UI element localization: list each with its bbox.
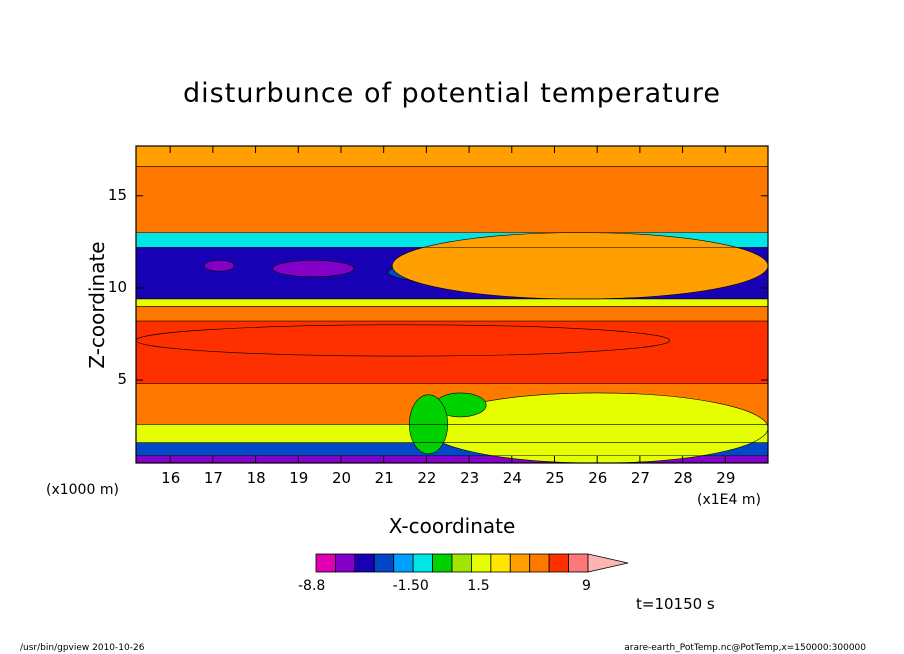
y-tick-label: 10 xyxy=(107,277,127,296)
footer-right: arare-earth_PotTemp.nc@PotTemp,x=150000:… xyxy=(624,643,866,653)
feature-purple-cell-2 xyxy=(204,259,235,272)
band-9 xyxy=(136,166,768,233)
plot-frame xyxy=(135,145,769,464)
x-tick-label: 26 xyxy=(588,469,608,487)
colorbar-swatch-5 xyxy=(412,553,433,573)
band-10 xyxy=(136,146,768,167)
x-tick-label: 29 xyxy=(716,469,736,487)
band-0 xyxy=(136,455,768,463)
x-tick-label: 19 xyxy=(289,469,309,487)
colorbar-swatch-11 xyxy=(529,553,550,573)
colorbar-swatch-0 xyxy=(315,553,336,573)
footer-left: /usr/bin/gpview 2010-10-26 xyxy=(20,643,145,653)
x-tick-label: 17 xyxy=(203,469,223,487)
x-tick-label: 18 xyxy=(246,469,266,487)
band-5 xyxy=(136,306,768,322)
colorbar-label: 9 xyxy=(582,578,591,594)
colorbar-swatch-13 xyxy=(568,553,589,573)
colorbar-end-triangle xyxy=(587,553,629,573)
colorbar-swatch-4 xyxy=(393,553,414,573)
x-axis-label: X-coordinate xyxy=(388,514,516,538)
colorbar-swatch-8 xyxy=(471,553,492,573)
x-tick-label: 16 xyxy=(161,469,181,487)
feature-red-core-0 xyxy=(136,324,671,357)
colorbar-swatch-6 xyxy=(432,553,453,573)
plot-area xyxy=(136,146,768,463)
x-unit-label: (x1000 m) xyxy=(46,482,119,498)
x-tick-label: 23 xyxy=(460,469,480,487)
colorbar-label: -1.50 xyxy=(392,578,429,594)
colorbar-label: -8.8 xyxy=(298,578,326,594)
colorbar-swatch-12 xyxy=(548,553,569,573)
band-6 xyxy=(136,298,768,307)
y-tick-label: 15 xyxy=(107,185,127,204)
axes xyxy=(136,146,768,463)
x-tick-label: 28 xyxy=(673,469,693,487)
feature-yellow-plume-6 xyxy=(391,232,768,300)
feature-purple-cell-1 xyxy=(272,259,355,278)
colorbar xyxy=(315,553,629,573)
colorbar-swatch-10 xyxy=(509,553,531,573)
y-tick-label: 5 xyxy=(117,370,127,389)
colorbar-swatch-3 xyxy=(373,553,395,573)
chart-title: disturbunce of potential temperature xyxy=(183,78,721,109)
colorbar-label: 1.5 xyxy=(467,578,490,594)
colorbar-swatch-2 xyxy=(354,553,375,573)
x-tick-label: 27 xyxy=(630,469,650,487)
colorbar-swatch-7 xyxy=(451,553,472,573)
colorbar-swatch-1 xyxy=(335,553,356,573)
x-tick-label: 21 xyxy=(374,469,394,487)
x-tick-label: 24 xyxy=(502,469,522,487)
x-tick-label: 20 xyxy=(331,469,352,487)
x-scale-label: (x1E4 m) xyxy=(697,492,761,508)
colorbar-swatch-9 xyxy=(490,553,511,573)
time-annotation: t=10150 s xyxy=(636,595,715,613)
x-tick-label: 22 xyxy=(417,469,437,487)
x-tick-label: 25 xyxy=(545,469,565,487)
